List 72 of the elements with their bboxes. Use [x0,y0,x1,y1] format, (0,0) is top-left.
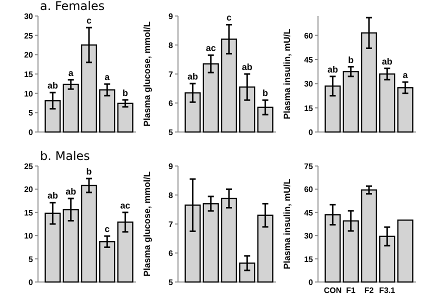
y-tick-label: 0 [28,128,34,137]
y-tick-label: 45 [304,56,314,64]
y-tick-label: 6 [168,99,174,108]
bar [99,89,116,133]
bar [99,241,116,283]
y-axis-title: Plasma insulin, mU/L [282,28,292,120]
y-tick-label: 0 [28,278,34,287]
data-label: ac [120,200,130,210]
y-tick-label: 15 [304,254,314,264]
y-tick-label: 10 [24,89,34,98]
chart-title: a. Females [40,0,105,13]
bar [360,189,378,283]
y-tick-label: 5 [168,128,174,137]
y-tick-label: 6 [168,249,174,258]
bar [397,87,414,133]
chart-title: b. Males [40,149,90,163]
data-label: a [104,72,111,82]
y-tick-label: 5 [28,254,34,264]
y-tick-label: 10 [24,232,34,241]
y-tick-label: 20 [24,185,34,194]
y-tick-label: 45 [304,208,314,218]
y-axis-title: Plasma glucose, mmol/L [142,20,152,127]
data-label: b [262,88,269,98]
y-tick-label: 15 [304,104,314,113]
data-label: ab [187,72,198,82]
data-label: ab [66,186,77,196]
y-tick-label: 0 [308,278,314,287]
data-label: c [86,16,92,26]
y-axis-title: Plasma insulin, mU/L [282,178,292,270]
y-tick-label: 30 [24,12,34,21]
bar [397,220,414,283]
data-label: b [86,166,92,177]
x-tick-label: F3.1 [379,286,396,295]
data-label: ab [327,64,338,74]
data-label: ab [382,56,393,66]
y-tick-label: 20 [24,50,34,60]
data-label: a [68,68,74,78]
x-tick-label: F2 [364,286,374,295]
data-label: a [402,70,409,80]
y-tick-label: 9 [168,12,174,21]
data-label: ab [242,62,253,72]
y-tick-label: 60 [304,31,314,40]
y-tick-label: 8 [168,41,174,50]
y-tick-label: 7 [168,220,174,229]
bar [342,70,359,133]
x-tick-label: F1 [346,286,356,295]
y-tick-label: 7 [168,70,174,79]
data-label: ac [206,43,216,54]
y-tick-label: 8 [168,191,174,200]
y-tick-label: 0 [308,128,314,137]
y-tick-label: 15 [24,70,34,79]
data-label: c [104,224,110,234]
y-tick-label: 9 [168,162,174,171]
y-tick-label: 25 [24,162,34,171]
y-tick-label: 75 [304,162,314,171]
y-axis-title: Plasma glucose, mmol/L [142,170,152,277]
bar [379,73,396,133]
bar [62,84,79,133]
data-label: c [226,12,232,23]
data-label: ab [47,80,58,91]
y-tick-label: 15 [24,208,34,218]
data-label: ab [47,190,58,201]
y-tick-label: 30 [304,232,314,241]
y-tick-label: 5 [28,108,34,118]
y-tick-label: 25 [24,31,34,40]
bar [117,102,134,133]
y-tick-label: 5 [168,278,174,287]
data-label: b [122,88,129,98]
y-tick-label: 30 [304,80,314,89]
x-tick-label: CON [324,286,342,295]
y-tick-label: 60 [304,185,314,194]
data-label: b [348,54,354,65]
